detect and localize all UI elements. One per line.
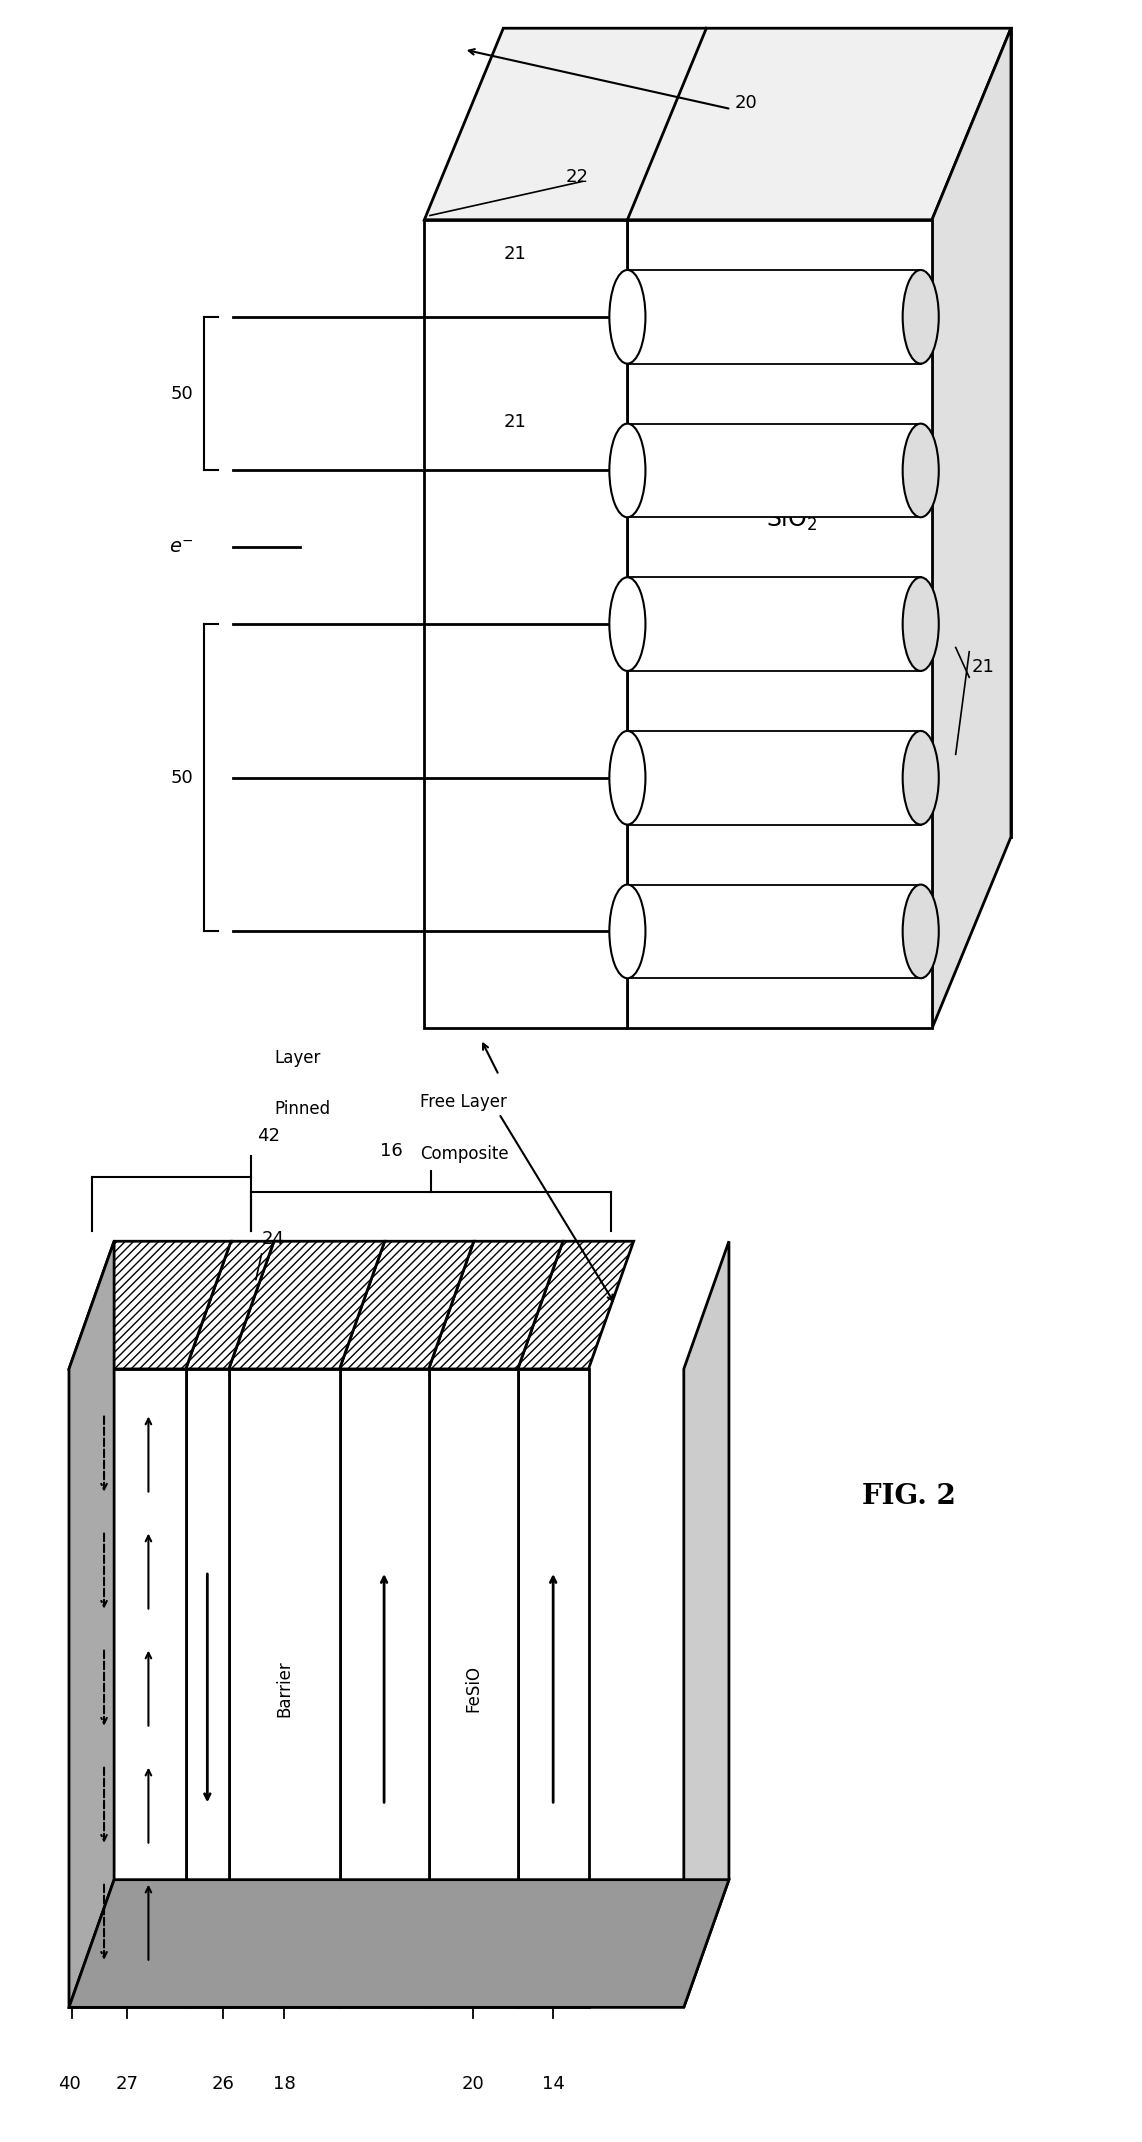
Polygon shape (339, 1369, 428, 2007)
Polygon shape (428, 1240, 563, 1369)
Text: 40: 40 (57, 2076, 80, 2093)
Polygon shape (932, 28, 1011, 1028)
Text: 42: 42 (257, 1127, 280, 1146)
Polygon shape (228, 1369, 339, 2007)
Text: 26: 26 (211, 2076, 234, 2093)
Text: 21: 21 (504, 413, 526, 431)
Ellipse shape (902, 270, 939, 364)
Text: FeSiO: FeSiO (465, 1664, 482, 1711)
Polygon shape (627, 578, 920, 670)
Polygon shape (627, 730, 920, 825)
Ellipse shape (902, 578, 939, 670)
Polygon shape (627, 221, 932, 1028)
Polygon shape (517, 1369, 588, 2007)
Polygon shape (228, 1240, 385, 1369)
Text: SiO$_2$: SiO$_2$ (766, 506, 818, 533)
Polygon shape (339, 1240, 474, 1369)
Text: Pinned: Pinned (274, 1099, 330, 1118)
Polygon shape (69, 1881, 729, 2007)
Ellipse shape (902, 730, 939, 825)
Polygon shape (425, 221, 627, 1028)
Polygon shape (627, 270, 920, 364)
Polygon shape (428, 1369, 517, 2007)
Text: Layer: Layer (274, 1050, 321, 1067)
Text: 20: 20 (461, 2076, 484, 2093)
Text: 18: 18 (273, 2076, 296, 2093)
Ellipse shape (902, 885, 939, 979)
Polygon shape (425, 28, 1011, 221)
Polygon shape (684, 1240, 729, 2007)
Text: Free Layer: Free Layer (420, 1092, 507, 1112)
Polygon shape (69, 1240, 231, 1369)
Ellipse shape (610, 578, 645, 670)
Ellipse shape (610, 730, 645, 825)
Text: 20: 20 (734, 94, 757, 111)
Polygon shape (69, 1369, 186, 2007)
Ellipse shape (902, 424, 939, 516)
Text: 21: 21 (972, 658, 995, 675)
Ellipse shape (610, 885, 645, 979)
Text: 50: 50 (170, 386, 193, 403)
Text: 27: 27 (115, 2076, 139, 2093)
Ellipse shape (610, 424, 645, 516)
Text: FIG. 2: FIG. 2 (862, 1482, 956, 1510)
Polygon shape (627, 885, 920, 979)
Ellipse shape (610, 270, 645, 364)
Text: 24: 24 (262, 1230, 284, 1247)
Text: 14: 14 (541, 2076, 564, 2093)
Polygon shape (186, 1369, 228, 2007)
Polygon shape (517, 1240, 634, 1369)
Polygon shape (69, 1240, 114, 2007)
Polygon shape (186, 1240, 274, 1369)
Text: 22: 22 (565, 169, 588, 186)
Text: Barrier: Barrier (275, 1660, 293, 1716)
Text: 21: 21 (504, 244, 526, 263)
Polygon shape (504, 28, 1011, 838)
Text: 50: 50 (170, 769, 193, 786)
Text: e$^{-}$: e$^{-}$ (169, 538, 193, 557)
Text: Composite: Composite (420, 1144, 508, 1163)
Text: 16: 16 (380, 1142, 403, 1161)
Polygon shape (627, 424, 920, 516)
